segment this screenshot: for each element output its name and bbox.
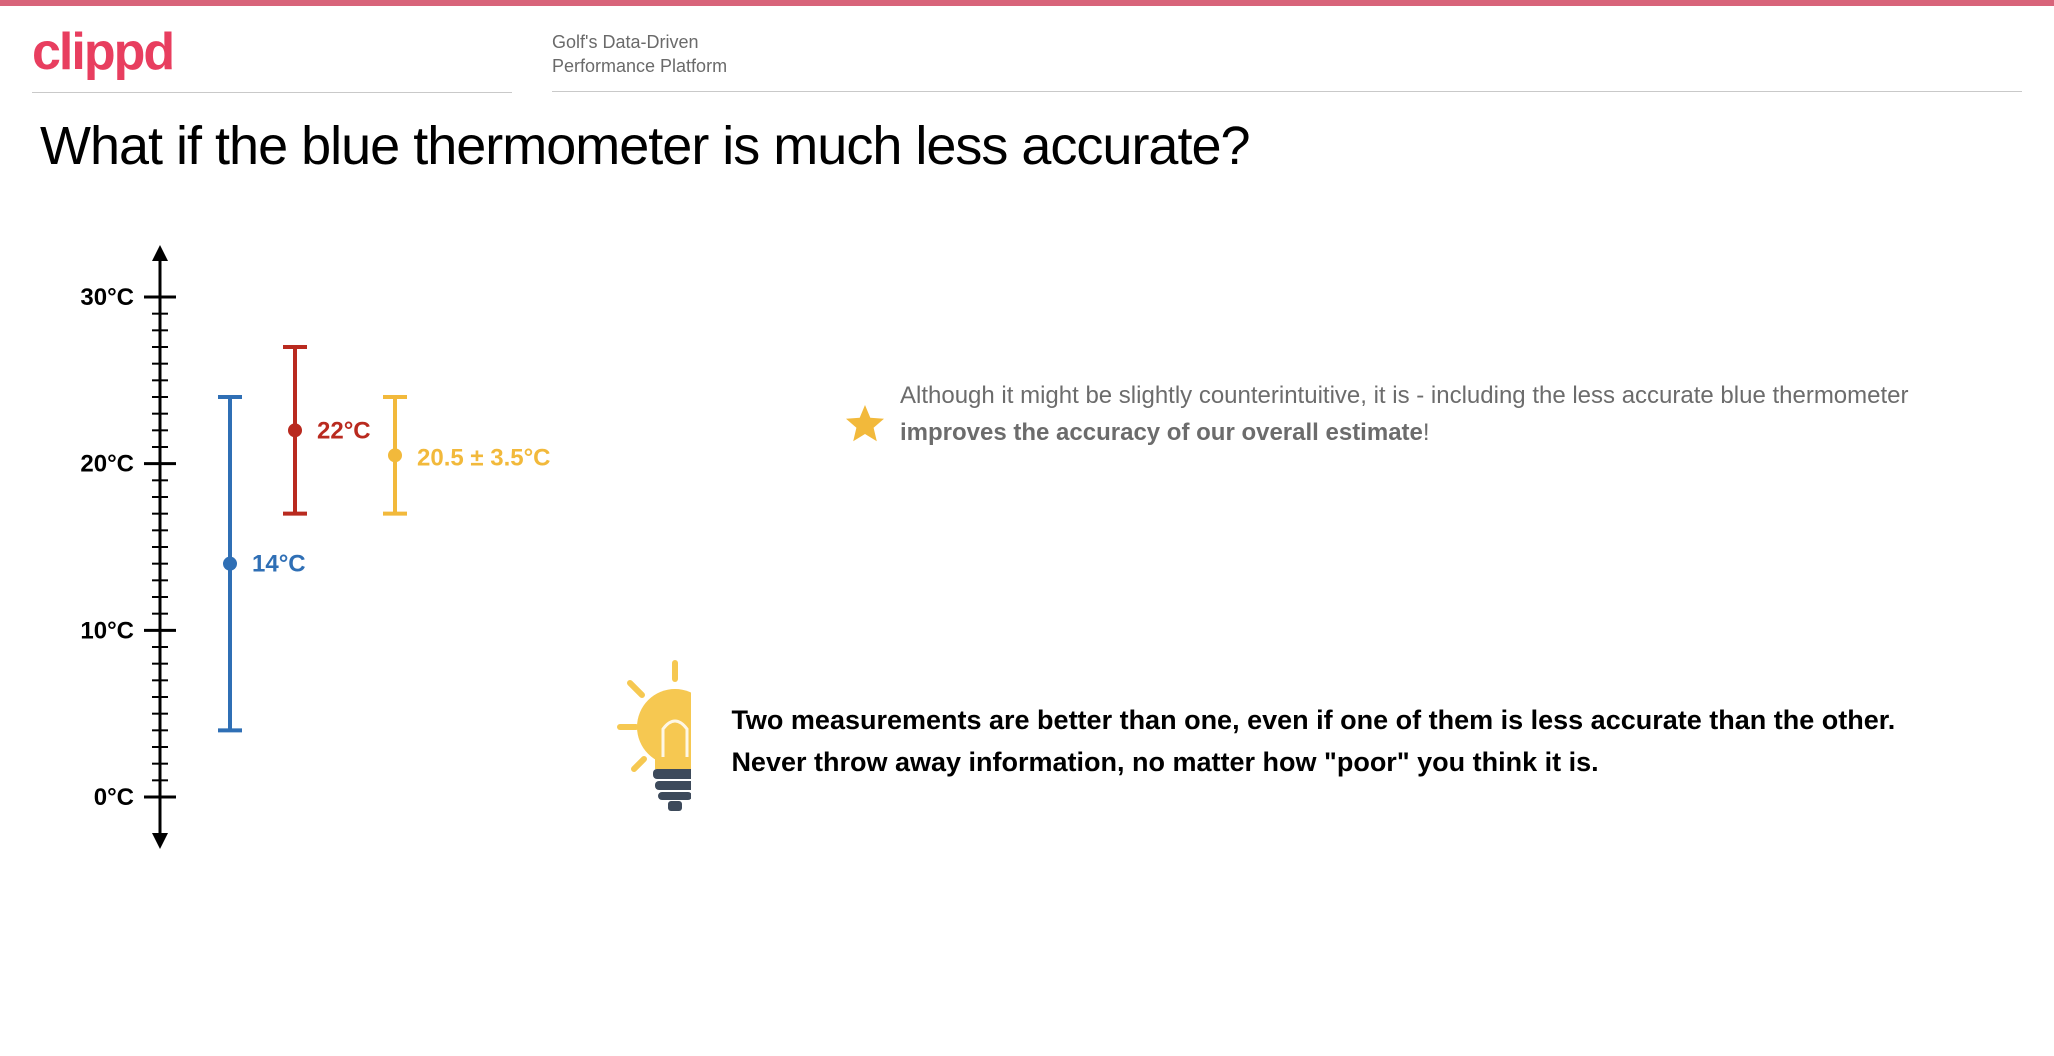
explain-bold: improves the accuracy of our overall est… [900, 419, 1423, 446]
svg-text:20.5 ± 3.5°C: 20.5 ± 3.5°C [417, 444, 551, 471]
svg-text:22°C: 22°C [317, 417, 371, 444]
content: 0°C 10°C 20°C 30°C 14°C 22°C 20.5 ± 3.5°C Alth… [0, 177, 2054, 907]
chart-svg: 0°C 10°C 20°C 30°C 14°C 22°C 20.5 ± 3.5°C [40, 227, 640, 867]
lightbulb-icon [600, 657, 691, 827]
svg-text:30°C: 30°C [80, 284, 134, 311]
page-title: What if the blue thermometer is much les… [0, 93, 2054, 177]
svg-text:10°C: 10°C [80, 617, 134, 644]
tagline: Golf's Data-Driven Performance Platform [552, 30, 2022, 79]
explain-pre: Although it might be slightly counterint… [900, 382, 1909, 409]
thermometer-chart: 0°C 10°C 20°C 30°C 14°C 22°C 20.5 ± 3.5°C [40, 227, 640, 867]
logo-container: clippd [32, 26, 512, 93]
svg-text:14°C: 14°C [252, 551, 306, 578]
brand-logo: clippd [32, 26, 512, 78]
conclusion-row: Two measurements are better than one, ev… [600, 657, 1974, 827]
tagline-container: Golf's Data-Driven Performance Platform [552, 26, 2022, 92]
header: clippd Golf's Data-Driven Performance Pl… [0, 6, 2054, 93]
explanation-text: Although it might be slightly counterint… [900, 377, 1954, 451]
svg-text:0°C: 0°C [94, 784, 134, 811]
star-icon [840, 399, 890, 449]
conclusion-text: Two measurements are better than one, ev… [731, 700, 1974, 784]
svg-text:20°C: 20°C [80, 451, 134, 478]
right-column: Although it might be slightly counterint… [660, 227, 2014, 867]
tagline-line-1: Golf's Data-Driven [552, 32, 698, 52]
tagline-line-2: Performance Platform [552, 56, 727, 76]
explain-post: ! [1423, 419, 1430, 446]
